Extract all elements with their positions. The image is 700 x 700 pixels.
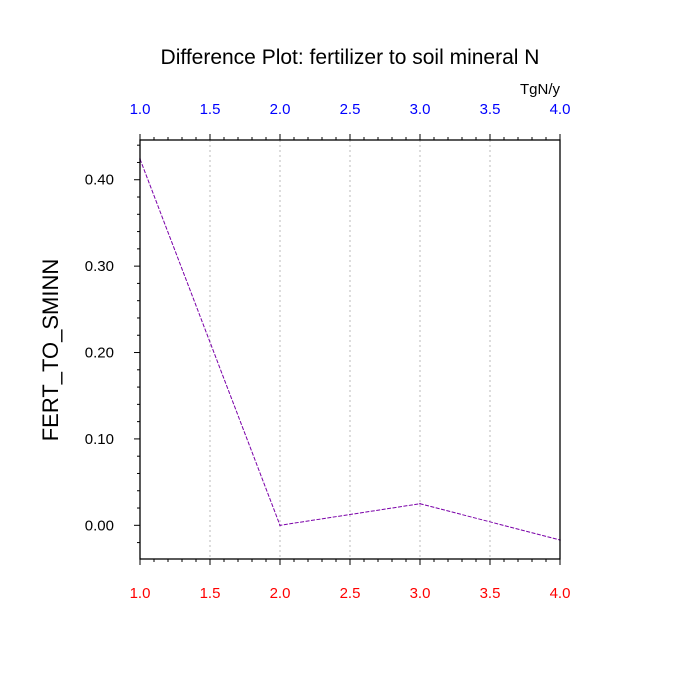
x-tick-label-bottom-1: 1.5 [200, 585, 221, 602]
x-tick-label-top-2: 2.0 [270, 101, 291, 118]
y-tick-label-0: 0.00 [85, 517, 114, 534]
x-tick-label-bottom-2: 2.0 [270, 585, 291, 602]
data-point-2 [419, 502, 421, 505]
tick-labels: 1.0 1.0 1.5 1.5 2.0 2.0 2.5 2.5 3.0 3.0 3.5 3.5 4.0 4… [85, 101, 571, 602]
x-tick-label-bottom-3: 2.5 [340, 585, 361, 602]
y-axis-label: FERT_TO_SMINN [38, 259, 63, 442]
x-tick-label-top-3: 2.5 [340, 101, 361, 118]
x-tick-label-bottom-6: 4.0 [550, 585, 571, 602]
y-tick-label-1: 0.10 [85, 431, 114, 448]
x-tick-label-bottom-4: 3.0 [410, 585, 431, 602]
series-line [139, 158, 561, 541]
x-tick-label-top-1: 1.5 [200, 101, 221, 118]
x-tick-label-top-0: 1.0 [130, 101, 151, 118]
data-point-1 [279, 524, 281, 527]
grid-lines [209, 140, 491, 559]
y-tick-label-4: 0.40 [85, 172, 114, 189]
y-tick-label-3: 0.30 [85, 258, 114, 275]
x-tick-label-top-4: 3.0 [410, 101, 431, 118]
y-tick-label-2: 0.20 [85, 345, 114, 362]
x-tick-label-top-5: 3.5 [480, 101, 501, 118]
units-label: TgN/y [520, 81, 561, 98]
x-tick-label-bottom-0: 1.0 [130, 585, 151, 602]
chart-title: Difference Plot: fertilizer to soil mine… [161, 46, 540, 69]
x-tick-label-top-6: 4.0 [550, 101, 571, 118]
axes [134, 134, 561, 565]
x-tick-label-bottom-5: 3.5 [480, 585, 501, 602]
